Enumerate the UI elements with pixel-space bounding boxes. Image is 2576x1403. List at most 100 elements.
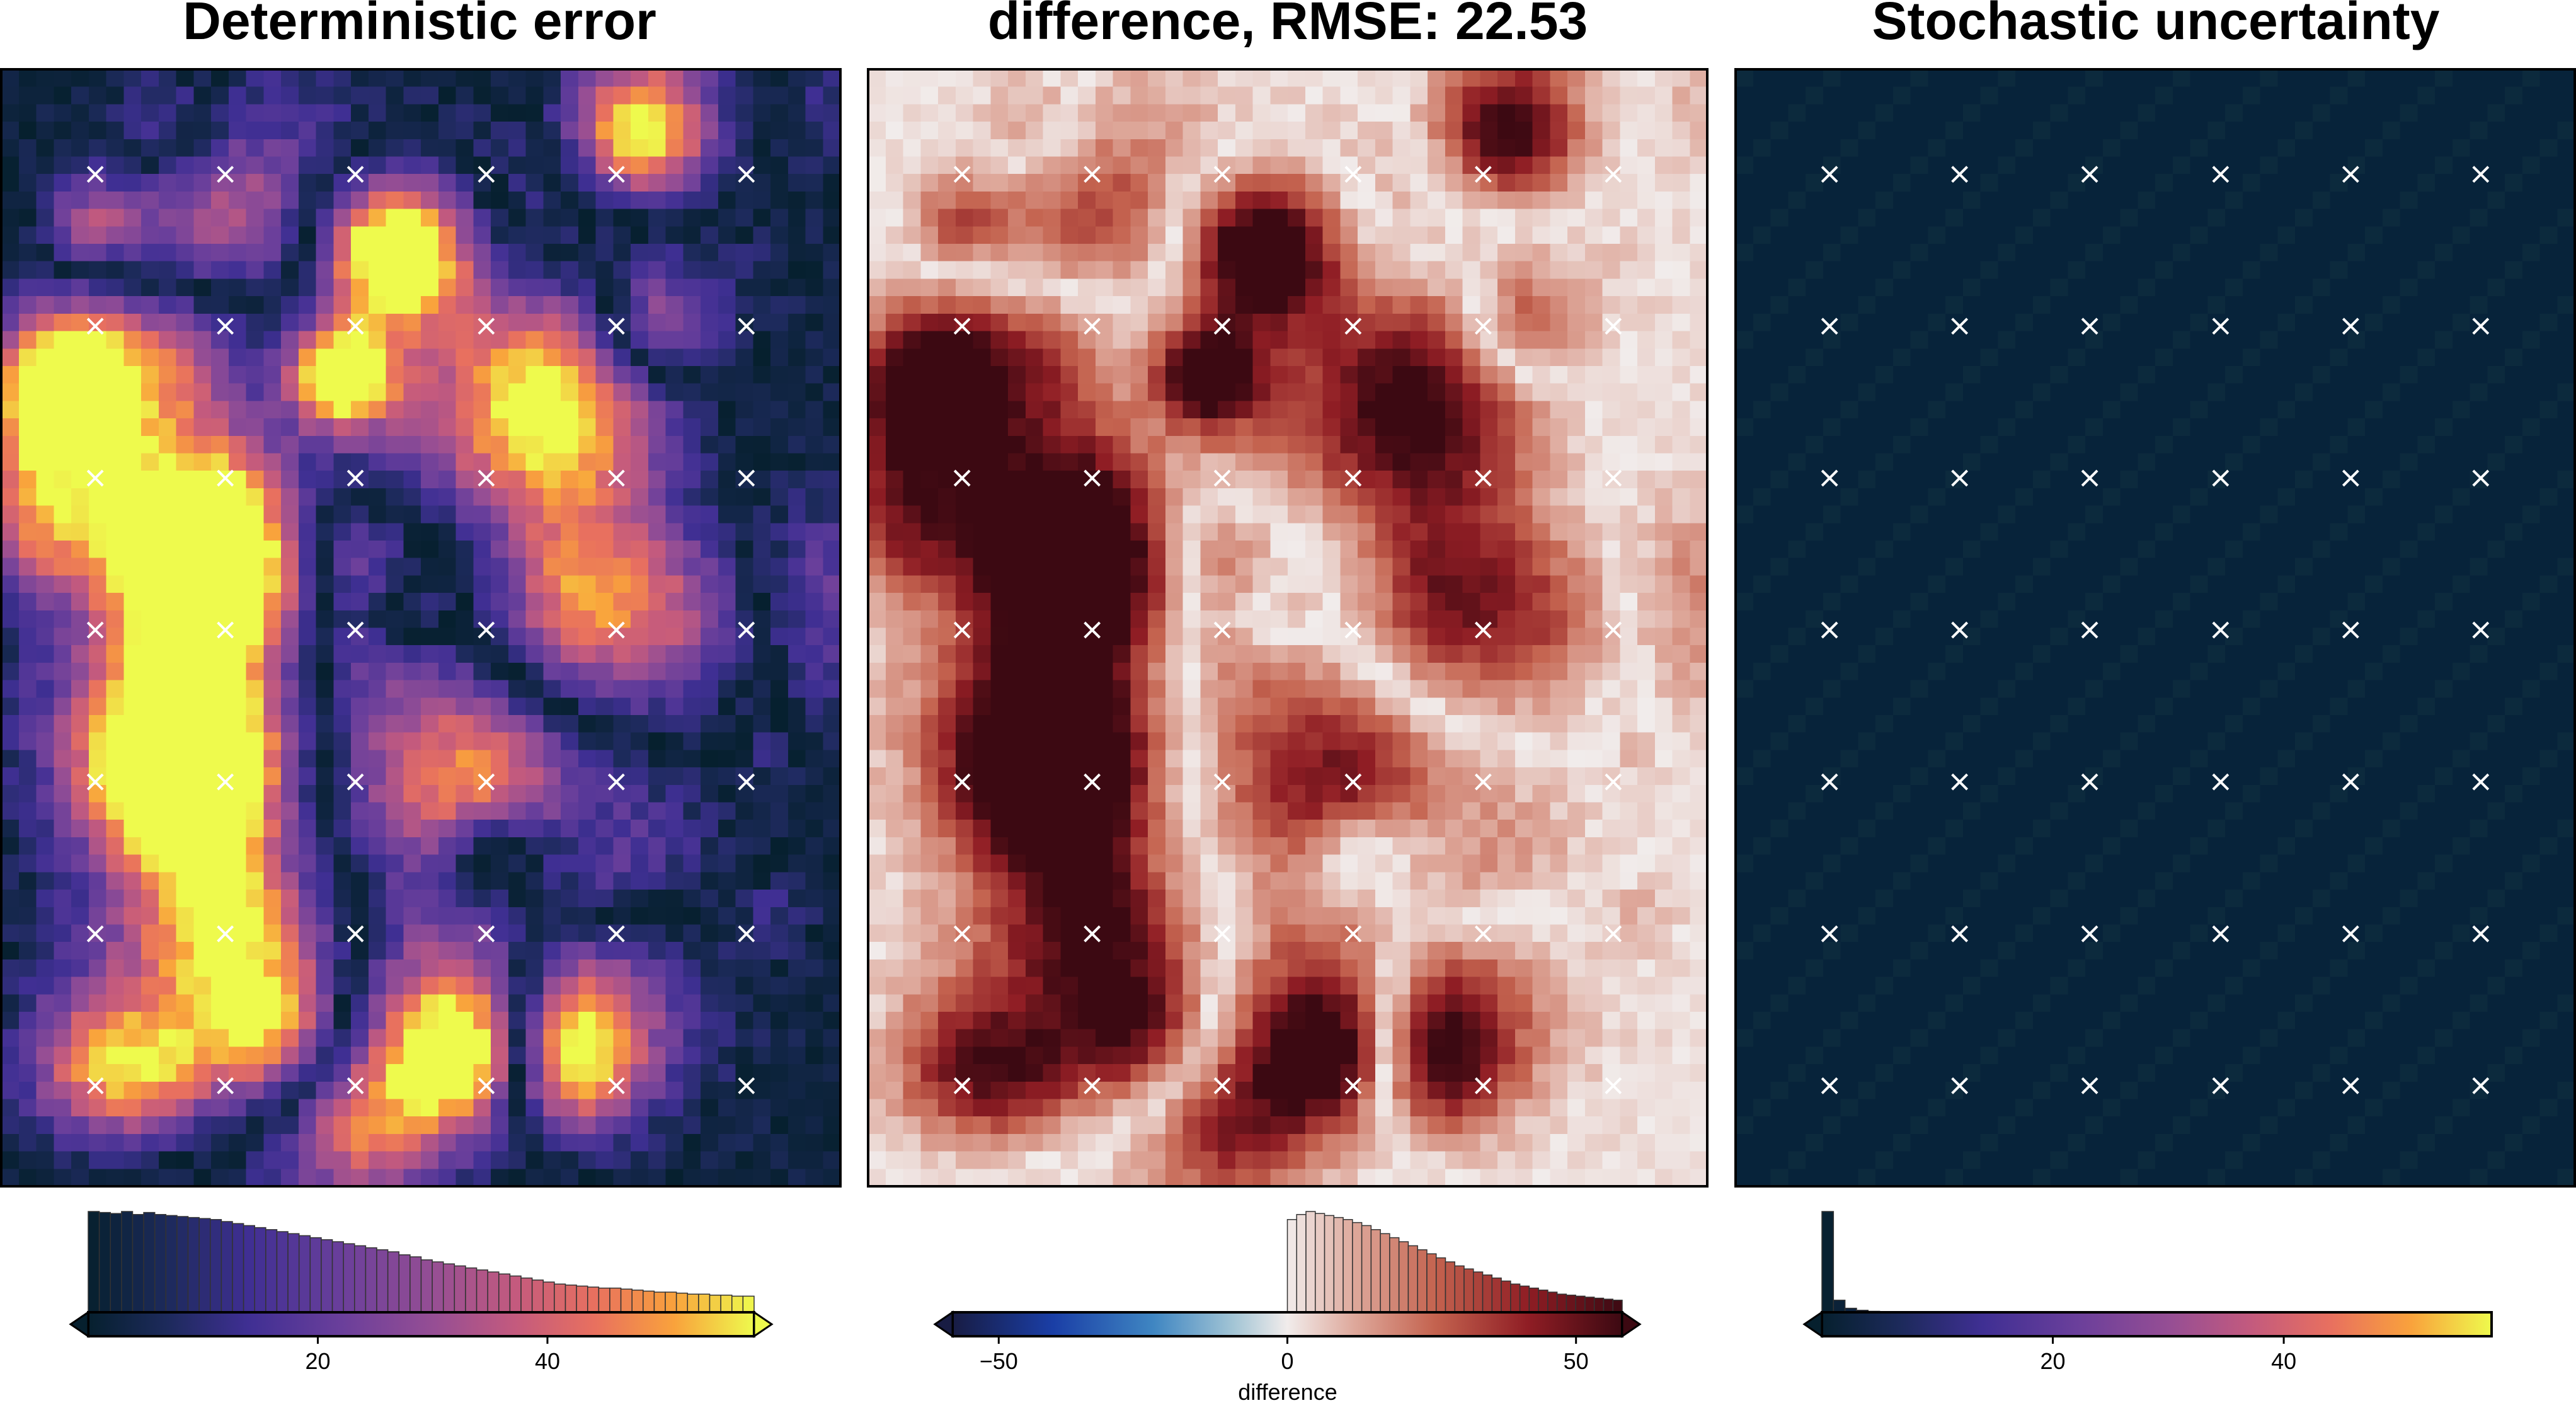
x-marker — [738, 166, 755, 183]
x-marker — [2081, 1077, 2098, 1094]
x-marker — [2081, 925, 2098, 942]
x-marker — [2212, 318, 2230, 335]
panel-2-cells — [868, 69, 1708, 1187]
panel-1-colorbar: 20 40 — [69, 1211, 774, 1374]
x-marker — [217, 1077, 234, 1094]
panel-1-markers — [86, 166, 755, 1094]
x-marker — [1821, 318, 1838, 335]
panel-3-histogram — [1821, 1211, 1880, 1313]
histogram-bar — [1417, 1249, 1428, 1313]
histogram-bar — [287, 1233, 300, 1313]
x-marker — [1605, 469, 1622, 487]
histogram-bar — [742, 1295, 755, 1313]
colorbar-tick-label: 40 — [535, 1348, 560, 1374]
x-marker — [2212, 1077, 2230, 1094]
histogram-bar — [1380, 1233, 1390, 1313]
histogram-bar — [1556, 1293, 1567, 1313]
x-marker — [2472, 773, 2490, 791]
x-marker — [1821, 773, 1838, 791]
histogram-bar — [587, 1286, 600, 1313]
histogram-bar — [432, 1261, 444, 1313]
histogram-bar — [698, 1293, 711, 1313]
x-marker — [1084, 1077, 1101, 1094]
histogram-bar — [210, 1219, 222, 1313]
x-marker — [217, 318, 234, 335]
x-marker — [2212, 166, 2230, 183]
x-marker — [346, 773, 364, 791]
panel-1-title: Deterministic error — [183, 0, 656, 50]
x-marker — [2212, 925, 2230, 942]
x-marker — [1605, 621, 1622, 639]
x-marker — [2342, 621, 2359, 639]
x-marker — [1474, 166, 1492, 183]
x-marker — [2342, 469, 2359, 487]
histogram-bar — [1315, 1213, 1325, 1313]
x-marker — [346, 318, 364, 335]
x-marker — [2081, 318, 2098, 335]
x-marker — [1344, 925, 1362, 942]
x-marker — [2342, 1077, 2359, 1094]
histogram-bar — [1584, 1297, 1595, 1313]
x-marker — [738, 318, 755, 335]
x-marker — [2212, 469, 2230, 487]
histogram-bar — [465, 1267, 478, 1313]
x-marker — [738, 773, 755, 791]
x-marker — [1605, 166, 1622, 183]
histogram-bar — [531, 1280, 544, 1313]
x-marker — [1821, 166, 1838, 183]
panel-2-colorbar-max-arrow — [1621, 1310, 1642, 1338]
x-marker — [86, 773, 104, 791]
x-marker — [86, 621, 104, 639]
histogram-bar — [1333, 1217, 1344, 1313]
histogram-bar — [254, 1227, 266, 1313]
histogram-bar — [520, 1277, 533, 1313]
x-marker — [953, 166, 971, 183]
histogram-bar — [1612, 1300, 1623, 1313]
histogram-bar — [554, 1283, 566, 1313]
x-marker — [1951, 318, 1969, 335]
histogram-bar — [442, 1263, 455, 1313]
histogram-bar — [1463, 1268, 1474, 1313]
x-marker — [953, 469, 971, 487]
histogram-bar — [1510, 1283, 1521, 1313]
histogram-bar — [1370, 1229, 1381, 1313]
x-marker — [217, 925, 234, 942]
panel-3-colorbar-bar — [1821, 1311, 2493, 1337]
panel-1-cells — [1, 69, 841, 1187]
x-marker — [217, 166, 234, 183]
x-marker — [953, 925, 971, 942]
x-marker — [607, 318, 625, 335]
x-marker — [607, 773, 625, 791]
x-marker — [1344, 1077, 1362, 1094]
histogram-bar — [143, 1211, 156, 1313]
x-marker — [1213, 773, 1231, 791]
histogram-bar — [1491, 1277, 1502, 1313]
x-marker — [2212, 773, 2230, 791]
x-marker — [738, 1077, 755, 1094]
histogram-bar — [1575, 1295, 1586, 1313]
x-marker — [86, 166, 104, 183]
histogram-bar — [487, 1271, 500, 1313]
histogram-bar — [88, 1211, 100, 1313]
panel-3-colorbar: 20 40 — [1802, 1211, 2493, 1374]
x-marker — [86, 469, 104, 487]
histogram-bar — [1519, 1285, 1530, 1313]
histogram-bar — [509, 1275, 522, 1313]
x-marker — [1821, 469, 1838, 487]
x-marker — [1951, 166, 1969, 183]
colorbar-tick-label: 20 — [305, 1348, 330, 1374]
x-marker — [478, 925, 495, 942]
x-marker — [738, 925, 755, 942]
histogram-bar — [1398, 1241, 1409, 1313]
histogram-bar — [398, 1254, 411, 1313]
panel-1-histogram — [88, 1211, 755, 1313]
x-marker — [953, 1077, 971, 1094]
histogram-bar — [1445, 1261, 1455, 1313]
x-marker — [217, 469, 234, 487]
histogram-bar — [1593, 1297, 1605, 1313]
histogram-bar — [298, 1235, 311, 1313]
x-marker — [1213, 318, 1231, 335]
histogram-bar — [354, 1245, 367, 1313]
x-marker — [738, 469, 755, 487]
